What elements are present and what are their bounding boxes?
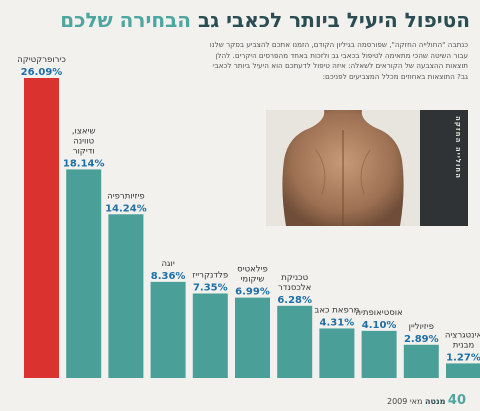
value-label-8: 4.31%	[320, 317, 355, 328]
value-label-2: 18.14%	[63, 158, 105, 169]
category-label-6: פילאטיס שיקומי	[237, 265, 268, 285]
bar-7	[277, 305, 313, 378]
issue-date: מאי 2009	[386, 397, 423, 406]
bar-2	[66, 169, 102, 378]
bar-5	[192, 293, 228, 378]
value-label-4: 8.36%	[151, 271, 186, 282]
value-label-3: 14.24%	[105, 203, 147, 214]
value-label-5: 7.35%	[193, 282, 228, 293]
magazine-name: מנטה	[425, 397, 446, 406]
value-label-1: 26.09%	[21, 67, 63, 78]
photo-caption-panel: החולייה החזקה	[420, 110, 468, 226]
category-label-7: טכניקת אלכסנדר	[278, 273, 311, 293]
bar-9	[361, 330, 397, 378]
title-main: הטיפול היעיל ביותר לכאבי גב	[198, 8, 470, 32]
value-label-9: 4.10%	[362, 320, 397, 331]
value-label-11: 1.27%	[446, 352, 480, 363]
bar-4	[150, 281, 186, 378]
page-number: 40	[447, 393, 466, 408]
bar-10	[403, 344, 439, 378]
category-label-10: פיזיוליין	[409, 322, 434, 332]
category-label-3: פיזיותרפיה	[107, 191, 145, 201]
intro-paragraph: כנתבה "החולייה החזקה", שפורסמה בגיליון ה…	[209, 40, 468, 81]
category-label-2: שיאצו, טווינה ודיקור	[72, 126, 96, 156]
back-illustration	[266, 110, 420, 226]
category-label-5: פלדנקרייז	[192, 270, 228, 280]
category-label-9: אוסטיאופתיה	[355, 308, 402, 318]
value-label-7: 6.28%	[277, 295, 312, 306]
value-label-10: 2.89%	[404, 334, 439, 345]
page-title: הטיפול היעיל ביותר לכאבי גב הבחירה שלכם	[10, 8, 470, 32]
bar-3	[108, 214, 144, 378]
back-photo: החולייה החזקה	[266, 110, 468, 226]
page-footer: 40 מנטה מאי 2009	[387, 393, 470, 408]
category-label-1: כירופרקטיקה	[17, 55, 66, 65]
title-accent: הבחירה שלכם	[60, 8, 192, 32]
value-label-6: 6.99%	[235, 287, 270, 298]
category-label-8: מרפאת כאב	[314, 305, 359, 315]
bar-8	[319, 328, 355, 378]
photo-caption: החולייה החזקה	[454, 116, 462, 180]
category-label-4: יוגה	[161, 259, 174, 269]
bar-1	[24, 78, 59, 378]
bar-11	[446, 363, 480, 378]
category-label-11: אינטגרציה מבנית	[445, 330, 480, 350]
bar-6	[235, 297, 270, 378]
